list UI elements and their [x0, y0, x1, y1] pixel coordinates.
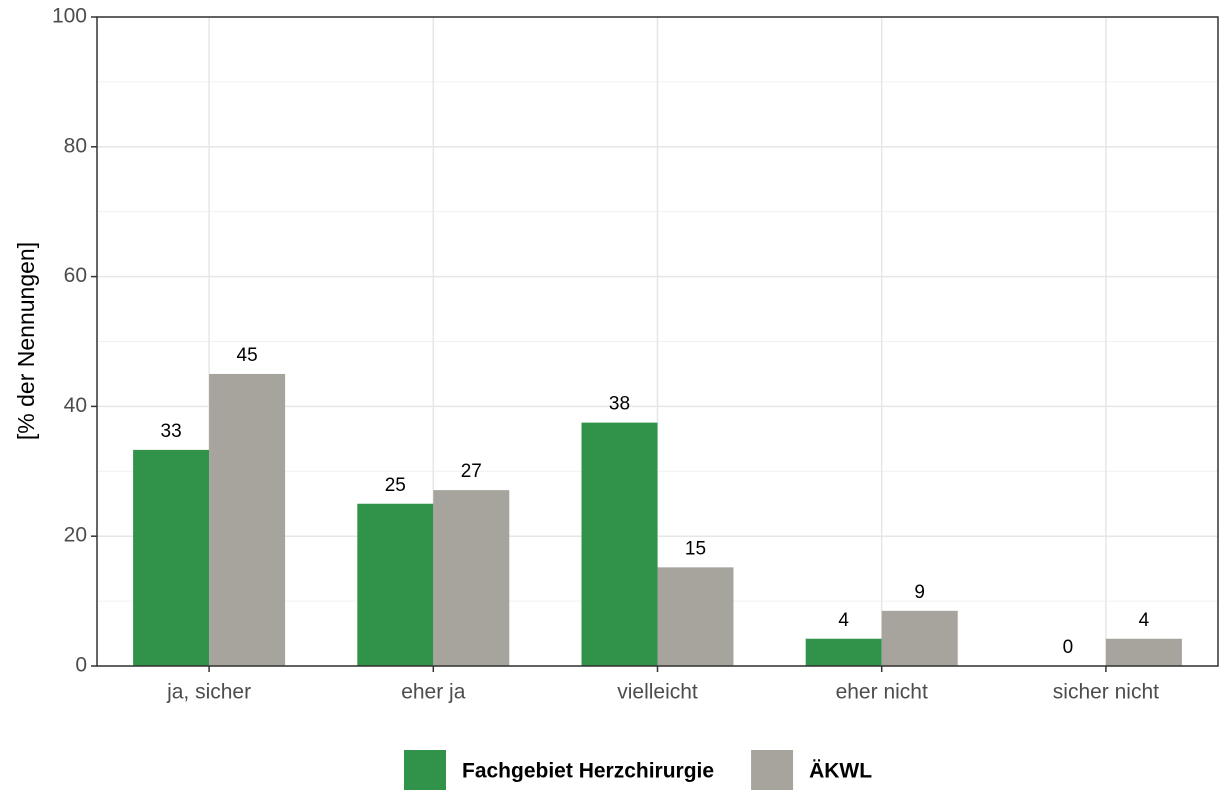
legend-label: ÄKWL — [809, 760, 872, 783]
bar — [133, 449, 210, 666]
bar — [657, 567, 734, 666]
y-tick-label: 40 — [64, 394, 87, 417]
value-label: 33 — [161, 421, 182, 442]
bar — [433, 490, 510, 666]
x-tick-label: eher ja — [401, 681, 466, 704]
bar — [881, 610, 958, 666]
value-label: 0 — [1063, 637, 1074, 658]
bar — [357, 503, 434, 666]
y-tick-label: 60 — [64, 264, 87, 287]
value-label: 25 — [385, 475, 406, 496]
panel-border — [96, 16, 1219, 667]
value-label: 45 — [237, 345, 258, 366]
x-tick-label: sicher nicht — [1053, 681, 1159, 704]
y-tick-label: 20 — [64, 524, 87, 547]
value-label: 4 — [838, 610, 849, 631]
value-label: 4 — [1139, 610, 1150, 631]
legend-label: Fachgebiet Herzchirurgie — [462, 760, 714, 783]
legend-swatch — [751, 750, 794, 790]
y-tick-label: 0 — [75, 654, 87, 677]
bar — [581, 422, 658, 666]
x-tick-label: ja, sicher — [166, 681, 251, 704]
bar — [209, 373, 286, 666]
y-tick-label: 100 — [52, 5, 87, 28]
x-tick-label: vielleicht — [617, 681, 698, 704]
bar — [805, 638, 882, 666]
value-label: 9 — [914, 582, 925, 603]
value-label: 15 — [685, 538, 706, 559]
bar — [1105, 638, 1182, 666]
x-tick-label: eher nicht — [836, 681, 928, 704]
legend-swatch — [404, 750, 446, 790]
y-tick-label: 80 — [64, 134, 87, 157]
value-label: 27 — [461, 461, 482, 482]
value-label: 38 — [609, 394, 630, 415]
y-axis-label: [% der Nennungen] — [13, 242, 39, 440]
